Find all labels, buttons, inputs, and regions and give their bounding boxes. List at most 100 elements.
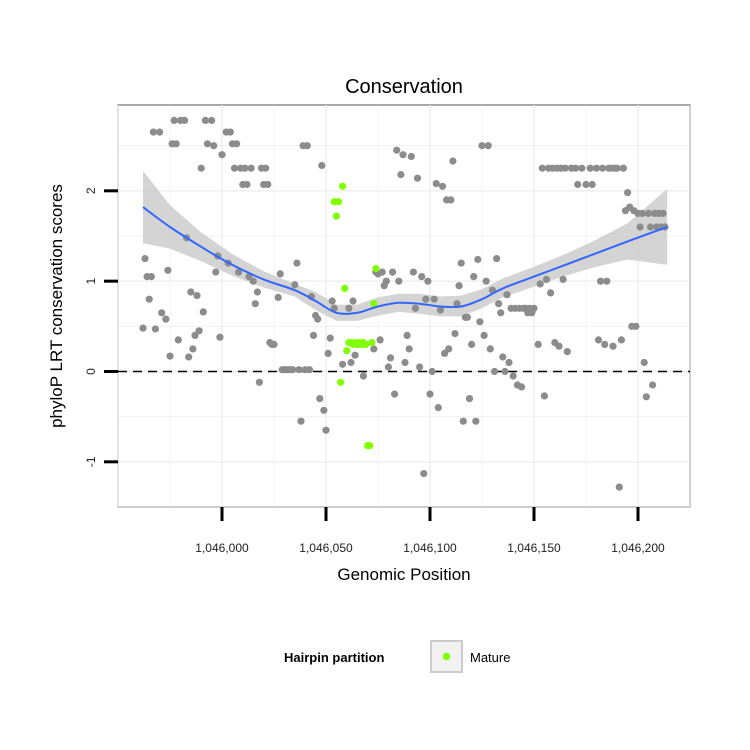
data-point (328, 297, 336, 305)
data-point (597, 277, 605, 285)
data-point (309, 331, 318, 339)
data-point (297, 417, 305, 425)
data-point (619, 164, 628, 172)
data-point (201, 116, 209, 124)
data-point (447, 196, 455, 204)
data-point (411, 304, 419, 312)
mature-point (337, 378, 345, 386)
data-point (638, 209, 646, 217)
data-point (455, 282, 463, 290)
data-point (233, 140, 241, 148)
data-point (436, 306, 444, 314)
data-point (495, 300, 503, 308)
data-point (609, 342, 617, 350)
data-point (253, 288, 261, 296)
data-point (478, 142, 486, 150)
data-point (501, 367, 509, 376)
data-point (166, 352, 174, 360)
data-point (578, 164, 586, 172)
x-axis-title: Genomic Position (337, 565, 470, 584)
legend-title: Hairpin partition (284, 650, 384, 665)
data-point (588, 180, 596, 189)
data-point (449, 157, 457, 165)
data-point (326, 334, 334, 342)
x-tick-label: 1,046,000 (195, 541, 249, 555)
data-point (536, 280, 544, 288)
data-point (189, 345, 197, 353)
data-point (434, 404, 442, 412)
data-point (255, 378, 263, 386)
data-point (407, 152, 415, 161)
data-point (530, 304, 538, 312)
data-point (586, 164, 594, 172)
data-point (330, 304, 338, 312)
x-tick-label: 1,046,100 (403, 541, 457, 555)
data-point (445, 345, 453, 353)
data-point (241, 164, 249, 172)
legend-key-point (442, 652, 451, 661)
data-point (185, 353, 193, 361)
data-point (212, 268, 220, 276)
x-tick-label: 1,046,200 (611, 541, 665, 555)
y-tick-label: 0 (84, 368, 98, 375)
data-point (409, 268, 417, 276)
data-point (243, 180, 251, 189)
data-point (393, 146, 401, 154)
data-point (428, 367, 436, 376)
data-point (534, 340, 542, 348)
data-point (517, 383, 526, 391)
data-point (305, 366, 313, 374)
data-point (172, 140, 180, 148)
legend: Hairpin partition Mature (284, 640, 510, 673)
data-point (482, 277, 490, 285)
data-point (582, 180, 590, 189)
data-point (156, 128, 164, 136)
data-point (603, 277, 611, 285)
data-point (493, 255, 501, 263)
data-point (195, 327, 203, 335)
data-point (291, 281, 299, 289)
data-point (349, 297, 357, 305)
data-point (251, 300, 259, 308)
smooth-curve-group (142, 206, 668, 315)
data-point (193, 292, 201, 300)
data-point (203, 140, 211, 148)
data-point (561, 164, 569, 172)
data-point (503, 291, 511, 299)
data-point (624, 189, 632, 197)
data-point (644, 209, 653, 217)
data-point (459, 417, 467, 425)
mature-point (361, 340, 370, 348)
data-point (453, 300, 461, 308)
data-point (540, 392, 549, 400)
y-axis: -1 0 1 2 (84, 187, 118, 467)
data-point (636, 223, 644, 231)
data-point (613, 164, 621, 172)
data-point (574, 180, 582, 189)
data-point (395, 277, 403, 285)
data-point (270, 340, 278, 348)
data-point (432, 180, 440, 188)
data-point (405, 345, 413, 353)
data-point (347, 358, 355, 367)
data-point (197, 164, 205, 172)
data-point (376, 336, 384, 344)
mature-point (368, 339, 376, 347)
data-point (235, 268, 243, 276)
data-point (345, 304, 353, 312)
data-point (359, 372, 367, 380)
mature-point (339, 182, 347, 190)
data-point (351, 351, 359, 359)
data-point (164, 266, 172, 274)
mature-point (366, 442, 374, 450)
data-point (399, 151, 407, 159)
data-point (640, 358, 648, 367)
mature-point (332, 212, 340, 220)
data-point (430, 295, 438, 303)
y-tick-label: -1 (84, 456, 98, 467)
chart-title: Conservation (345, 76, 463, 98)
mature-point (372, 264, 380, 273)
data-point (401, 358, 409, 367)
data-point (384, 363, 392, 371)
